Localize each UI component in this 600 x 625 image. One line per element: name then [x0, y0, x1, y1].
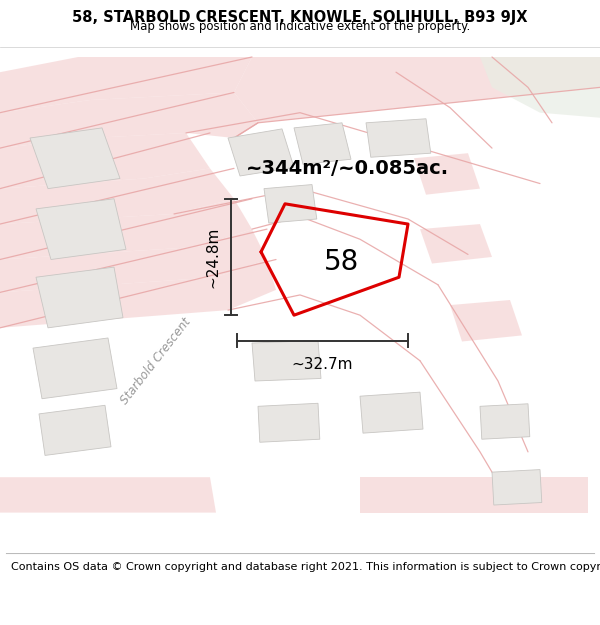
Polygon shape	[0, 229, 267, 292]
Polygon shape	[0, 133, 210, 189]
Polygon shape	[492, 469, 542, 505]
Polygon shape	[0, 92, 258, 148]
Polygon shape	[252, 341, 321, 381]
Polygon shape	[228, 129, 294, 176]
Polygon shape	[450, 300, 522, 341]
Text: ~32.7m: ~32.7m	[292, 357, 353, 372]
Polygon shape	[0, 168, 234, 224]
Polygon shape	[258, 403, 320, 442]
Polygon shape	[480, 57, 600, 118]
Polygon shape	[0, 199, 252, 259]
Polygon shape	[36, 267, 123, 328]
Polygon shape	[480, 404, 530, 439]
Text: ~24.8m: ~24.8m	[205, 226, 220, 288]
Text: ~344m²/~0.085ac.: ~344m²/~0.085ac.	[246, 159, 449, 178]
Polygon shape	[0, 259, 276, 328]
Polygon shape	[39, 405, 111, 456]
Polygon shape	[360, 392, 423, 433]
Polygon shape	[294, 122, 351, 164]
Text: Map shows position and indicative extent of the property.: Map shows position and indicative extent…	[130, 20, 470, 32]
Polygon shape	[234, 57, 600, 122]
Polygon shape	[33, 338, 117, 399]
Polygon shape	[0, 478, 216, 512]
Polygon shape	[366, 119, 431, 158]
Polygon shape	[30, 128, 120, 189]
Polygon shape	[36, 199, 126, 259]
Polygon shape	[414, 153, 480, 195]
Text: Starbold Crescent: Starbold Crescent	[118, 315, 194, 406]
Polygon shape	[360, 478, 588, 512]
Polygon shape	[264, 184, 317, 223]
Text: 58, STARBOLD CRESCENT, KNOWLE, SOLIHULL, B93 9JX: 58, STARBOLD CRESCENT, KNOWLE, SOLIHULL,…	[72, 10, 528, 25]
Text: Contains OS data © Crown copyright and database right 2021. This information is : Contains OS data © Crown copyright and d…	[11, 562, 600, 572]
Text: 58: 58	[325, 248, 359, 276]
Polygon shape	[420, 224, 492, 264]
Polygon shape	[0, 57, 252, 112]
